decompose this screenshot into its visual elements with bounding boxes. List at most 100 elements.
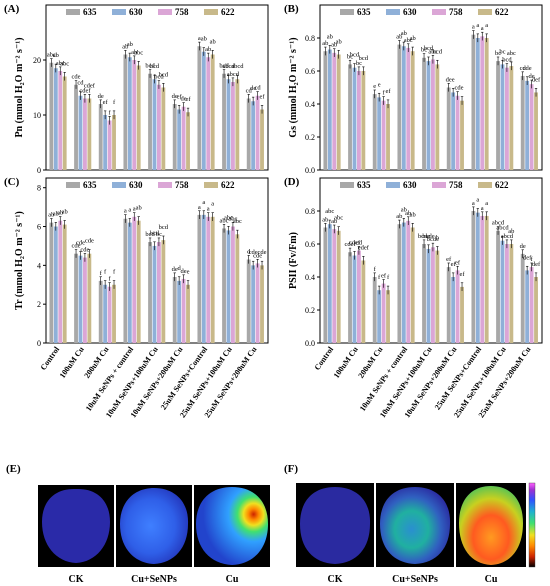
significance-label: bc (499, 48, 505, 55)
significance-label: abc (334, 215, 343, 222)
bar-622-6 (210, 54, 215, 170)
panel-tag-c: (C) (4, 176, 20, 188)
significance-label: abc (325, 208, 334, 215)
significance-label: abc (404, 37, 413, 44)
bar-630-3 (401, 222, 406, 343)
y-axis-title: Tr (mmol H₂O m⁻² s⁻¹) (14, 211, 25, 310)
significance-label: de (181, 96, 187, 103)
leaf-label-cu-senps: Cu+SeNPs (131, 574, 177, 585)
significance-label: bcd (159, 71, 169, 78)
significance-label: cde (72, 74, 81, 81)
y-tick-label: 10 (33, 111, 41, 120)
significance-label: f (113, 269, 116, 276)
bar-635-2 (98, 280, 103, 343)
legend-swatch-635 (340, 9, 354, 15)
legend-swatch-758 (432, 182, 446, 188)
bar-630-6 (475, 212, 480, 343)
bar-630-1 (78, 95, 83, 170)
significance-label: ab (131, 49, 137, 56)
bar-630-0 (53, 68, 58, 170)
significance-label: ef (446, 256, 452, 263)
legend-label-758: 758 (449, 7, 463, 17)
y-tick-label: 8 (37, 184, 41, 193)
significance-label: cd (255, 85, 262, 92)
bar-758-2 (107, 286, 112, 343)
significance-label: bcd (145, 63, 155, 70)
bar-758-3 (132, 216, 137, 343)
colorbar (528, 482, 536, 568)
chart-panel-a: (A) 0 10 20 Pn (mmol H₂O m⁻² s⁻¹) 635 630 758 62… (4, 3, 269, 175)
bar-635-7 (496, 61, 500, 170)
bar-758-0 (58, 71, 63, 170)
bar-758-1 (83, 98, 87, 170)
bar-635-6 (471, 211, 476, 343)
bar-635-6 (197, 46, 202, 170)
significance-label: ab (53, 210, 59, 217)
significance-label: ab (62, 208, 68, 215)
significance-label: edef (358, 244, 370, 251)
significance-label: bcd (433, 48, 443, 55)
significance-label: de (98, 93, 104, 100)
bar-630-8 (251, 265, 256, 343)
significance-label: ab (508, 228, 514, 235)
significance-label: bcd (350, 52, 360, 59)
significance-label: f (531, 256, 534, 263)
legend-label-622: 622 (495, 7, 509, 17)
significance-label: cde (523, 65, 532, 72)
bar-758-0 (332, 229, 337, 343)
bar-635-1 (74, 253, 78, 343)
legend-swatch-635 (340, 182, 354, 188)
bar-758-4 (157, 84, 161, 170)
legend-label-622: 622 (495, 180, 509, 190)
legend-label-630: 630 (403, 7, 417, 17)
bar-758-7 (505, 244, 509, 343)
significance-label: a (485, 22, 488, 29)
bar-635-0 (49, 62, 54, 170)
bar-635-8 (246, 98, 251, 170)
bar-635-7 (496, 230, 500, 343)
y-tick-label: 0.2 (305, 133, 315, 142)
legend-label-635: 635 (83, 7, 97, 17)
bar-630-7 (500, 240, 505, 343)
legend-label-758: 758 (175, 7, 189, 17)
leaf-label-ck-f: CK (328, 574, 343, 585)
bar-622-0 (62, 76, 67, 170)
significance-label: de (181, 268, 187, 275)
significance-label: ef (451, 261, 457, 268)
bar-758-2 (381, 283, 386, 343)
significance-label: de (446, 76, 452, 83)
bar-630-3 (401, 46, 406, 170)
significance-label: a (485, 200, 488, 207)
bar-622-5 (460, 100, 464, 170)
legend-swatch-758 (158, 182, 172, 188)
significance-label: abc (134, 49, 143, 56)
bar-635-8 (520, 75, 525, 170)
significance-label: ef (177, 93, 183, 100)
legend-swatch-758 (158, 9, 172, 15)
bar-622-7 (235, 234, 240, 343)
bar-622-6 (484, 38, 489, 170)
bar-622-3 (136, 220, 141, 343)
bar-622-5 (186, 284, 190, 343)
chart-panel-c: (C) 0 2 4 6 8 Tr (mmol H₂O m⁻² s⁻¹) 635 630 758 62… (4, 176, 269, 419)
bar-635-5 (172, 277, 177, 343)
bar-622-7 (235, 79, 240, 170)
bar-758-5 (181, 278, 186, 343)
significance-label: cd (77, 80, 84, 87)
significance-label: bcd (154, 74, 164, 81)
bar-758-4 (431, 59, 435, 171)
bar-630-4 (152, 79, 157, 170)
bar-630-7 (226, 230, 231, 343)
significance-label: def (532, 261, 541, 268)
significance-label: abcd (501, 233, 514, 240)
leaf-shape-ck (42, 488, 110, 563)
bar-635-3 (123, 218, 128, 343)
category-label: Control (313, 344, 336, 372)
panel-tag-a: (A) (4, 3, 20, 15)
bar-622-8 (534, 92, 538, 170)
bar-630-5 (451, 92, 456, 170)
significance-label: ab (53, 52, 59, 59)
significance-label: e (373, 83, 376, 90)
significance-label: e (187, 269, 190, 276)
